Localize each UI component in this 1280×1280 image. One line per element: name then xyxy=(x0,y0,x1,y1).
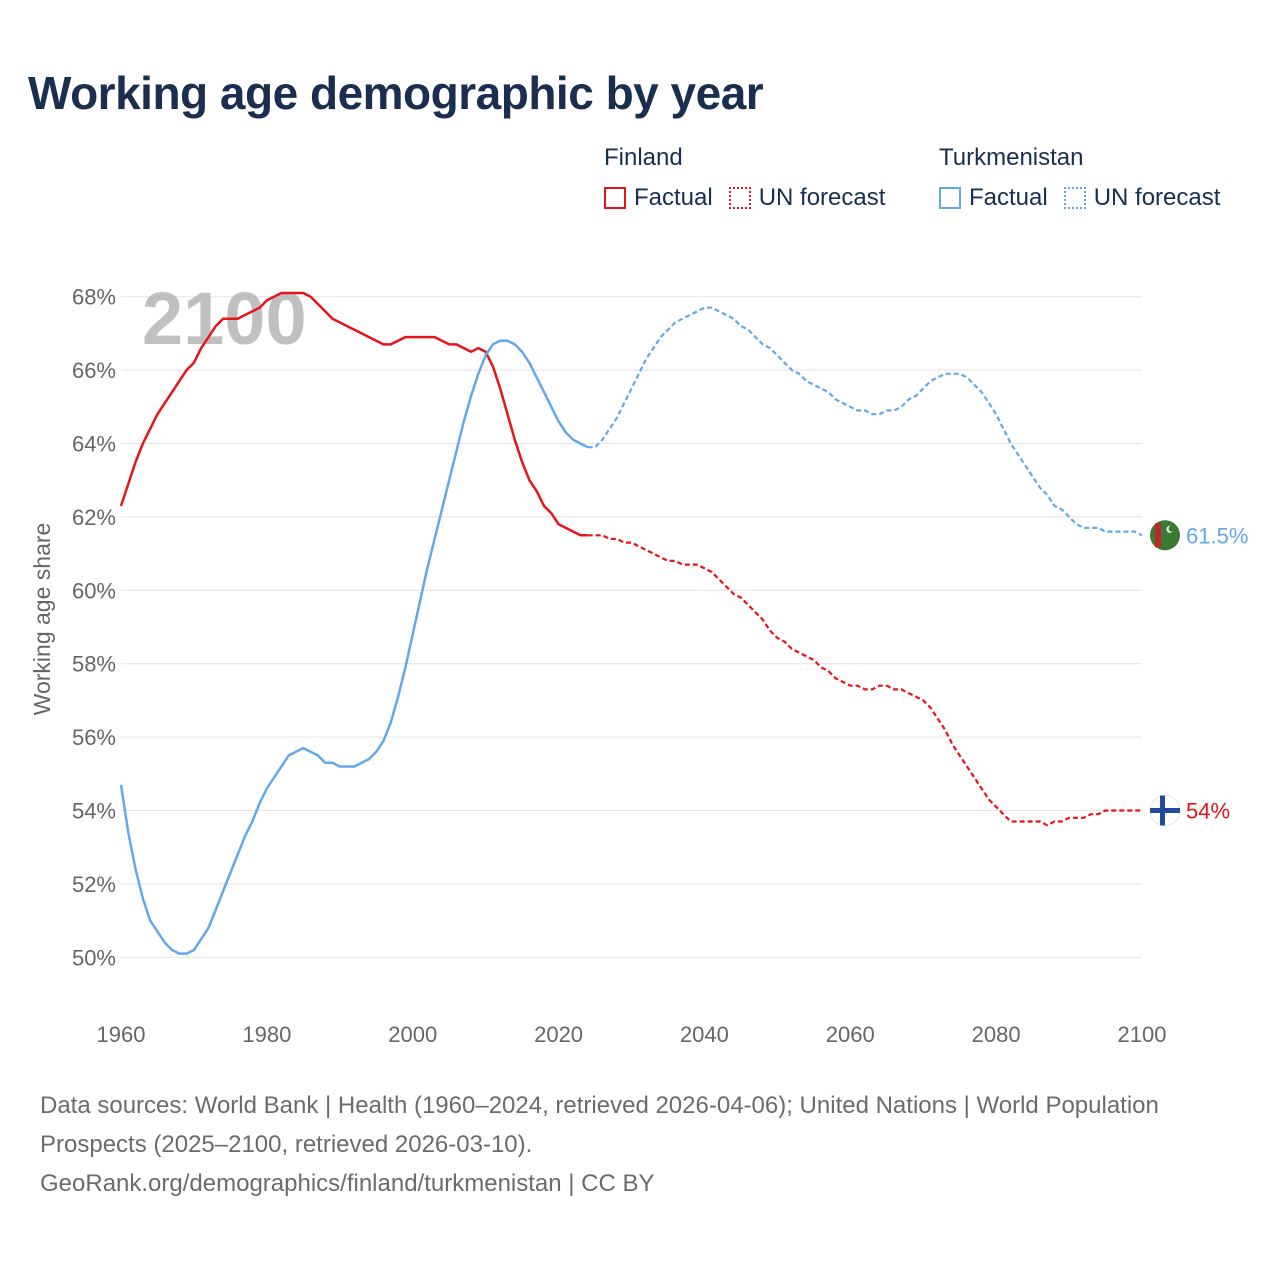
legend-label-finland-forecast: UN forecast xyxy=(758,184,886,211)
y-tick-label: 60% xyxy=(72,578,116,603)
footer-sources: Data sources: World Bank | Health (1960–… xyxy=(40,1092,1159,1158)
x-tick-label: 2040 xyxy=(680,1022,729,1047)
series-line-turkmenistan-factual xyxy=(119,339,589,955)
series-line-turkmenistan-forecast xyxy=(587,306,1143,537)
y-tick-label: 56% xyxy=(72,725,116,750)
x-tick-label: 2000 xyxy=(388,1022,437,1047)
series xyxy=(119,291,1143,955)
legend-item-turkmenistan-forecast[interactable]: UN forecast xyxy=(1063,184,1221,212)
legend-item-finland-factual[interactable]: Factual xyxy=(604,184,713,212)
flag-carpet-stripe xyxy=(1155,523,1161,548)
legend-swatch-finland-factual xyxy=(604,187,626,209)
legend-item-finland-forecast[interactable]: UN forecast xyxy=(728,184,886,212)
legend-label-turkmenistan-factual: Factual xyxy=(969,184,1048,211)
y-tick-label: 64% xyxy=(72,432,116,457)
y-tick-label: 66% xyxy=(72,358,116,383)
y-tick-label: 54% xyxy=(72,799,116,824)
legend-title-finland: Finland xyxy=(604,144,683,171)
footer: Data sources: World Bank | Health (1960–… xyxy=(40,1086,1220,1203)
turkmenistan-end-marker: 61.5% xyxy=(1149,519,1248,552)
y-tick-label: 52% xyxy=(72,872,116,897)
series-line-finland-factual xyxy=(119,291,588,537)
y-tick-label: 62% xyxy=(72,505,116,530)
y-tick-label: 50% xyxy=(72,945,116,970)
y-tick-label: 58% xyxy=(72,652,116,677)
y-tick-label: 68% xyxy=(72,285,116,310)
finland-flag-icon xyxy=(1149,795,1181,826)
end-value-label-turkmenistan: 61.5% xyxy=(1186,523,1248,548)
legend-swatch-turkmenistan-forecast xyxy=(1063,187,1086,209)
y-axis-label: Working age share xyxy=(29,523,55,716)
legend-swatch-finland-forecast xyxy=(728,187,751,209)
legend-label-turkmenistan-forecast: UN forecast xyxy=(1093,184,1221,211)
legend-title-turkmenistan: Turkmenistan xyxy=(939,144,1084,171)
x-tick-label: 1960 xyxy=(97,1022,146,1047)
x-tick-label: 2080 xyxy=(972,1022,1021,1047)
end-value-label-finland: 54% xyxy=(1186,799,1230,824)
x-tick-label: 2020 xyxy=(534,1022,583,1047)
turkmenistan-flag-icon xyxy=(1150,520,1180,551)
x-tick-label: 2100 xyxy=(1118,1022,1167,1047)
flag-crescent-cut xyxy=(1168,525,1175,532)
x-tick-label: 1980 xyxy=(242,1022,291,1047)
gridlines xyxy=(121,296,1142,958)
axes: 50% 52% 54% 56% 58% 60% 62% 64% 66% 68% 1960 1980 20… xyxy=(29,285,1166,1047)
series-line-finland-forecast xyxy=(587,534,1142,827)
x-tick-label: 2060 xyxy=(826,1022,875,1047)
chart-title: Working age demographic by year xyxy=(28,67,764,119)
flag-field xyxy=(1150,520,1180,551)
legend-item-turkmenistan-factual[interactable]: Factual xyxy=(939,184,1048,212)
legend-group-finland: Finland Factual UN forecast xyxy=(604,144,901,212)
line-chart: 50% 52% 54% 56% 58% 60% 62% 64% 66% 68% 1960 1980 20… xyxy=(29,277,1248,1047)
finland-end-marker: 54% xyxy=(1149,794,1230,827)
legend-swatch-turkmenistan-factual xyxy=(939,187,961,209)
end-markers: 54% 61.5% xyxy=(1149,519,1248,827)
flag-cross-vertical xyxy=(1160,795,1165,826)
footer-link[interactable]: GeoRank.org/demographics/finland/turkmen… xyxy=(40,1170,655,1197)
legend-label-finland-factual: Factual xyxy=(634,184,713,211)
legend-group-turkmenistan: Turkmenistan Factual UN forecast xyxy=(939,144,1236,212)
